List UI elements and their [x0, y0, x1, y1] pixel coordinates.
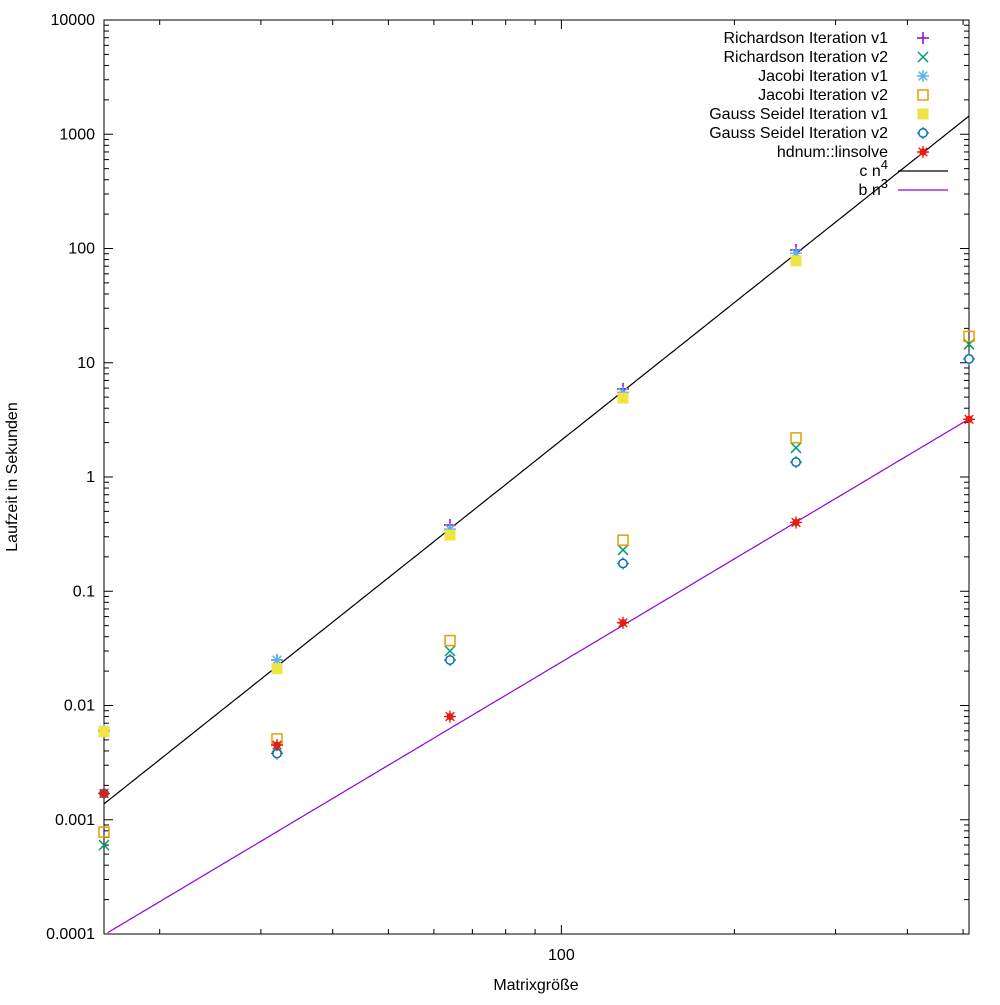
y-tick-label: 0.001	[55, 812, 95, 829]
filled-square-marker	[917, 108, 929, 120]
series-jacobi-iteration-v2	[98, 330, 975, 838]
legend-item: hdnum::linsolve	[777, 144, 929, 161]
open-circle-marker	[445, 655, 455, 665]
series-richardson-iteration-v2	[98, 338, 975, 851]
open-circle-marker	[918, 128, 928, 138]
y-tick-label: 100	[68, 241, 95, 258]
filled-circle-marker	[792, 518, 800, 527]
legend-item: b n3	[859, 176, 948, 199]
asterisk-marker	[271, 654, 283, 667]
filled-circle-marker	[919, 148, 927, 156]
legend-item: Jacobi Iteration v2	[758, 87, 929, 104]
series-gauss-seidel-iteration-v2	[98, 352, 975, 800]
legend-item: Gauss Seidel Iteration v2	[709, 125, 929, 142]
legend-item: Richardson Iteration v2	[723, 49, 929, 66]
open-circle-marker	[964, 353, 974, 364]
y-tick-label: 0.0001	[46, 926, 95, 943]
filled-circle-marker	[965, 415, 973, 423]
data-points	[98, 244, 975, 851]
legend-item: Richardson Iteration v1	[723, 30, 929, 47]
y-tick-label: 1000	[59, 126, 95, 143]
y-tick-label: 0.01	[64, 698, 95, 715]
axes: 100 10000 1000 100 10 1 0.1 0.01 0.001 0.0001	[46, 12, 970, 964]
filled-square-marker	[790, 255, 802, 267]
filled-square-marker	[98, 726, 110, 738]
plus-marker	[917, 32, 929, 44]
filled-square-marker	[444, 529, 456, 541]
asterisk-marker	[917, 70, 929, 82]
cross-marker	[617, 544, 629, 556]
filled-circle-marker	[619, 619, 627, 627]
open-circle-marker	[618, 558, 628, 569]
filled-square-marker	[271, 663, 283, 675]
legend-label: Gauss Seidel Iteration v1	[709, 106, 888, 123]
filled-circle-marker	[273, 741, 281, 749]
open-square-marker	[444, 634, 456, 647]
legend-label: hdnum::linsolve	[777, 144, 888, 161]
legend-label: Jacobi Iteration v1	[758, 68, 888, 85]
open-square-marker	[917, 89, 929, 101]
filled-square-marker	[617, 392, 629, 404]
asterisk-marker	[444, 523, 456, 536]
legend-label: b n3	[859, 176, 888, 199]
open-square-marker	[963, 330, 975, 343]
cross-marker	[444, 645, 456, 657]
legend-label: Gauss Seidel Iteration v2	[709, 125, 888, 142]
legend-label: Richardson Iteration v1	[723, 30, 888, 47]
legend-item: Jacobi Iteration v1	[758, 68, 929, 85]
reference-line-b-n3	[107, 418, 970, 934]
legend-item: c n4	[859, 157, 948, 180]
open-circle-marker	[791, 457, 801, 468]
open-square-marker	[790, 432, 802, 444]
legend: Richardson Iteration v1 Richardson Iterat…	[709, 30, 948, 199]
cross-marker	[98, 839, 110, 851]
asterisk-marker	[617, 386, 629, 399]
asterisk-marker	[790, 247, 802, 260]
series-hdnum-linsolve	[98, 413, 975, 800]
legend-label: Richardson Iteration v2	[723, 49, 888, 66]
y-axis-title: Laufzeit in Sekunden	[4, 402, 21, 551]
series-gauss-seidel-iteration-v1	[98, 255, 802, 738]
filled-circle-marker	[100, 789, 108, 798]
open-square-marker	[98, 826, 110, 838]
filled-circle-marker	[446, 712, 454, 721]
y-tick-label: 10000	[51, 12, 96, 29]
y-tick-label: 1	[86, 469, 95, 486]
cross-marker	[917, 51, 929, 63]
reference-lines	[103, 115, 970, 934]
cross-marker	[790, 442, 802, 454]
x-tick-label: 100	[548, 947, 575, 964]
reference-line-c-n4	[103, 115, 970, 805]
open-square-marker	[617, 534, 629, 546]
legend-item: Gauss Seidel Iteration v1	[709, 106, 929, 123]
y-tick-label: 10	[77, 355, 95, 372]
legend-label: c n4	[859, 157, 888, 180]
legend-label: Jacobi Iteration v2	[758, 87, 888, 104]
x-axis-title: Matrixgröße	[493, 977, 578, 994]
y-tick-label: 0.1	[73, 583, 95, 600]
